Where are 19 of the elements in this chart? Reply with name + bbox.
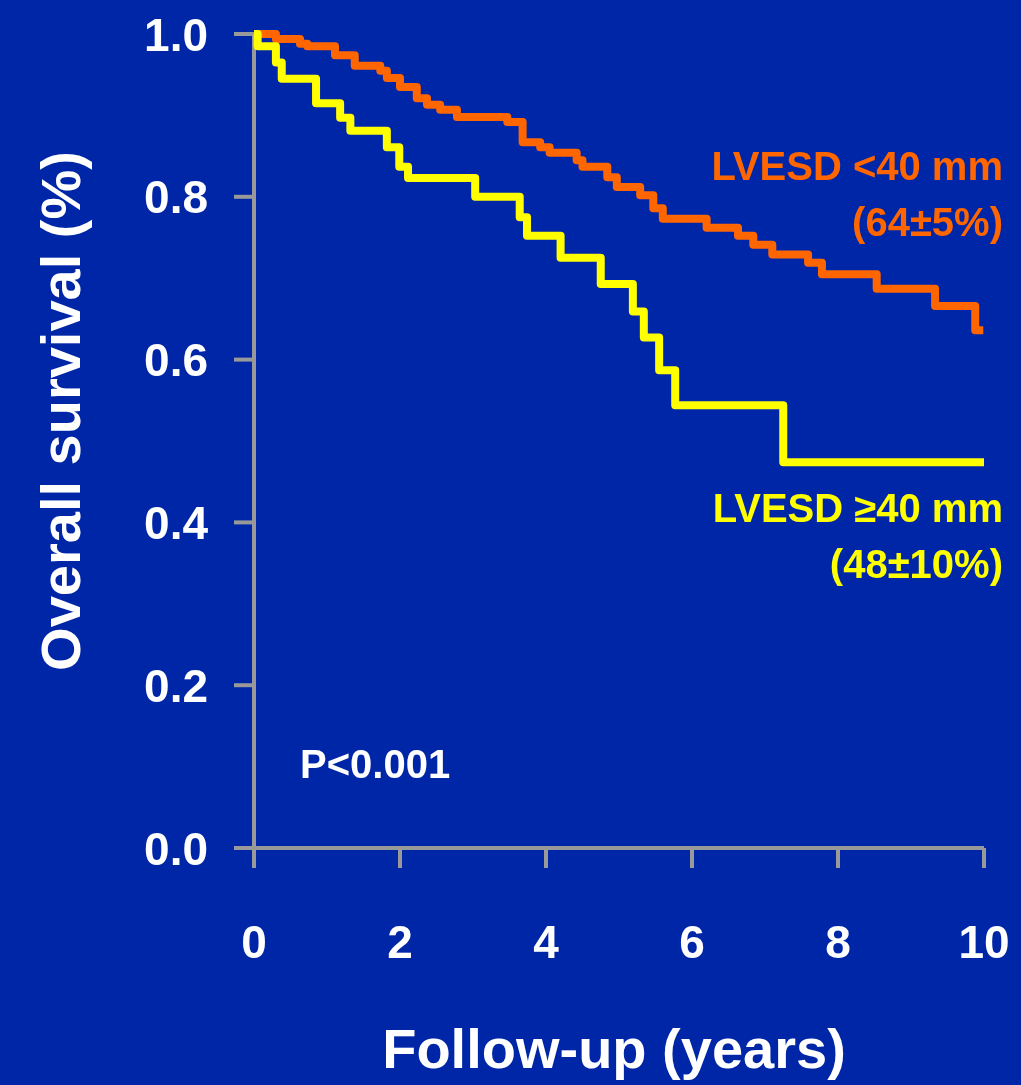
y-tick-label: 0.4 xyxy=(144,496,209,549)
x-tick-label: 2 xyxy=(387,916,413,968)
x-tick-label: 0 xyxy=(241,916,267,968)
y-tick-label: 0.6 xyxy=(144,334,208,387)
annotation: (48±10%) xyxy=(829,542,1003,586)
x-tick-label: 4 xyxy=(533,916,560,968)
x-tick-label: 6 xyxy=(679,916,705,968)
y-tick-label: 0.0 xyxy=(144,822,208,875)
x-axis-title: Follow-up (years) xyxy=(382,1017,846,1080)
y-tick-label: 1.0 xyxy=(144,8,208,61)
series-label: LVESD <40 mm xyxy=(711,144,1003,188)
x-tick-label: 8 xyxy=(825,916,851,968)
annotation: (64±5%) xyxy=(852,200,1003,244)
series-label: LVESD ≥40 mm xyxy=(712,486,1003,530)
y-tick-label: 0.2 xyxy=(144,659,208,712)
y-tick-label: 0.8 xyxy=(144,171,208,224)
y-axis-title: Overall survival (%) xyxy=(29,151,92,671)
annotation: P<0.001 xyxy=(300,742,451,786)
x-tick-label: 10 xyxy=(958,916,1010,968)
